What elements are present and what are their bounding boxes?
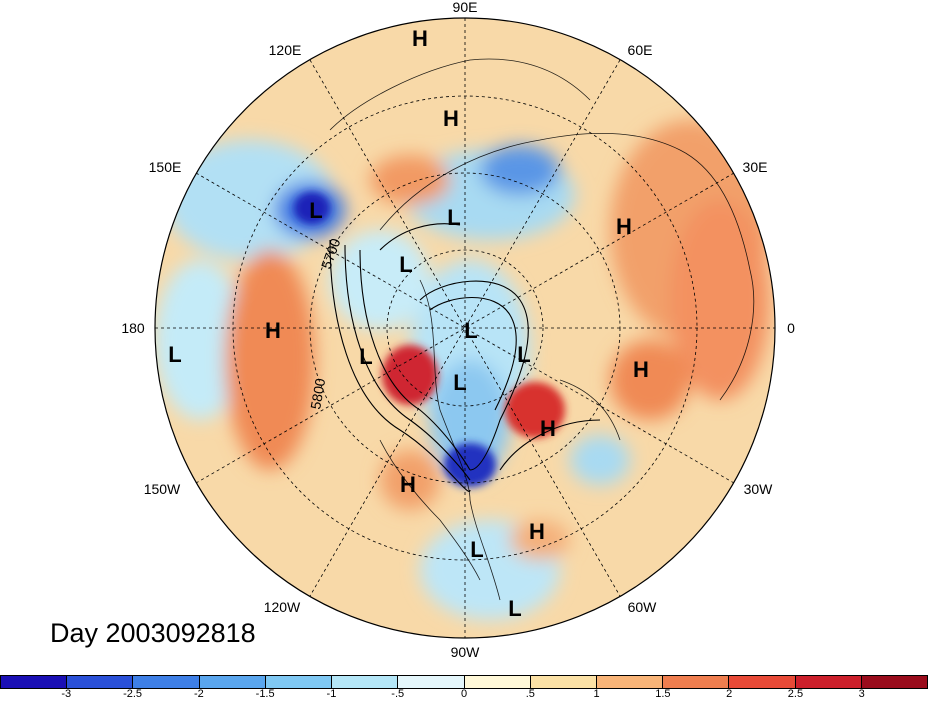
colorbar-swatch [133, 676, 200, 688]
high-center: H [529, 519, 545, 544]
anomaly-field [155, 18, 775, 638]
colorbar-tick-label: 1 [593, 688, 600, 700]
longitude-labels: 90E 120E 60E 150E 30E 180 0 150W 30W 120… [121, 0, 795, 660]
colorbar-swatch [464, 676, 531, 688]
colorbar-swatch [596, 676, 664, 688]
contours [329, 223, 601, 492]
colorbar-swatch [663, 676, 730, 688]
colorbar-swatch [332, 676, 399, 688]
colorbar-tick-label: -2 [193, 688, 204, 700]
high-center: H [616, 214, 632, 239]
low-center: L [309, 198, 322, 223]
lon-label-90e: 90E [453, 0, 478, 15]
low-center: L [168, 342, 181, 367]
lon-label-150w: 150W [144, 481, 181, 497]
colorbar-tick-label: -.5 [391, 688, 405, 700]
colorbar-tick-label: 2 [726, 688, 733, 700]
colorbar-tick-label: -1.5 [255, 688, 275, 700]
colorbar-labels: -3 -2.5 -2 -1.5 -1 -.5 0 .5 1 1.5 2 2.5 3 [0, 688, 928, 702]
high-center: H [265, 318, 281, 343]
lon-label-30e: 30E [743, 159, 768, 175]
low-center: L [470, 537, 483, 562]
colorbar [0, 675, 928, 689]
low-center: L [464, 318, 477, 343]
colorbar-swatch [265, 676, 333, 688]
low-center: L [517, 342, 530, 367]
lon-label-30w: 30W [744, 481, 774, 497]
lon-label-150e: 150E [149, 159, 182, 175]
low-center: L [359, 344, 372, 369]
low-center: L [453, 370, 466, 395]
high-center: H [412, 26, 428, 51]
lon-label-90w: 90W [451, 644, 481, 660]
high-center: H [400, 472, 416, 497]
colorbar-tick-label: -3 [61, 688, 72, 700]
colorbar-tick-label: 2.5 [787, 688, 804, 700]
contour-label-5800: 5800 [307, 377, 328, 411]
high-center: H [633, 357, 649, 382]
graticule [155, 18, 775, 638]
low-center: L [447, 205, 460, 230]
colorbar-swatch [861, 676, 928, 688]
colorbar-swatch [398, 676, 465, 688]
pressure-centers: H H L L L H L L L L H H H H L L H L [168, 26, 649, 621]
lon-label-60e: 60E [628, 42, 653, 58]
colorbar-swatch [1, 676, 68, 688]
lon-label-120e: 120E [269, 42, 302, 58]
colorbar-tick-label: 0 [460, 688, 468, 700]
date-title: Day 2003092818 [50, 618, 256, 648]
lon-label-120w: 120W [264, 599, 301, 615]
colorbar-tick-label: -2.5 [123, 688, 143, 700]
colorbar-swatch [729, 676, 796, 688]
colorbar-tick-label: 3 [858, 688, 865, 700]
colorbar-tick-label: 1.5 [655, 688, 671, 700]
high-center: H [443, 106, 459, 131]
colorbar-swatch [795, 676, 862, 688]
colorbar-tick-label: .5 [525, 688, 535, 700]
colorbar-swatch [67, 676, 134, 688]
lon-label-180: 180 [121, 320, 145, 336]
lon-label-60w: 60W [628, 599, 658, 615]
colorbar-swatch [199, 676, 266, 688]
high-center: H [540, 416, 556, 441]
low-center: L [399, 252, 412, 277]
colorbar-tick-label: -1 [326, 688, 337, 700]
lon-label-0: 0 [787, 320, 795, 336]
low-center: L [508, 596, 521, 621]
colorbar-swatch [530, 676, 597, 688]
